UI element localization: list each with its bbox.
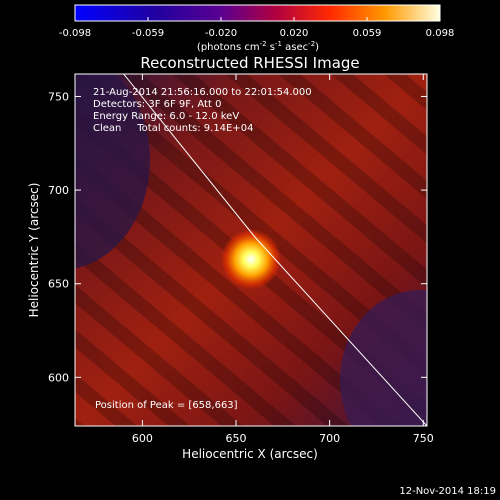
colorbar-tick-label: -0.098 <box>59 28 91 39</box>
heatmap-image <box>75 74 427 426</box>
footer-date: 12-Nov-2014 18:19 <box>399 486 496 497</box>
x-tick-label: 700 <box>319 432 340 445</box>
colorbar-tick-label: 0.020 <box>280 28 309 39</box>
colorbar-tick-label: -0.020 <box>205 28 237 39</box>
colorbar-ticks: -0.098 -0.059 -0.020 0.020 0.059 0.098 <box>59 17 454 39</box>
colorbar <box>74 4 441 22</box>
solar-limb <box>123 74 427 426</box>
x-axis-ticks: 600 650 700 750 <box>132 74 434 445</box>
annotation-peak-position: Position of Peak = [658,663] <box>95 400 238 411</box>
annotation-time-range: 21-Aug-2014 21:56:16.000 to 22:01:54.000 <box>93 87 312 98</box>
peak-source <box>221 229 281 290</box>
colorbar-tick-label: 0.098 <box>426 28 455 39</box>
annotation-clean-counts: Clean Total counts: 9.14E+04 <box>93 123 253 134</box>
plot-frame <box>74 73 428 427</box>
y-tick-label: 750 <box>48 90 69 103</box>
annotation-energy-range: Energy Range: 6.0 - 12.0 keV <box>93 111 239 122</box>
x-tick-label: 600 <box>132 432 153 445</box>
x-tick-label: 750 <box>413 432 434 445</box>
y-axis-label: Heliocentric Y (arcsec) <box>27 183 41 318</box>
colorbar-tick-label: -0.059 <box>132 28 164 39</box>
x-axis-label: Heliocentric X (arcsec) <box>182 447 318 461</box>
y-tick-label: 650 <box>48 278 69 291</box>
y-axis-ticks: 600 650 700 750 <box>48 90 427 384</box>
chart-title: Reconstructed RHESSI Image <box>140 54 359 72</box>
y-tick-label: 700 <box>48 184 69 197</box>
colorbar-unit: (photons cm-2 s-1 asec-2) <box>197 40 319 53</box>
y-tick-label: 600 <box>48 371 69 384</box>
annotation-detectors: Detectors: 3F 6F 9F, Att 0 <box>93 99 221 110</box>
colorbar-tick-label: 0.059 <box>353 28 382 39</box>
x-tick-label: 650 <box>226 432 247 445</box>
